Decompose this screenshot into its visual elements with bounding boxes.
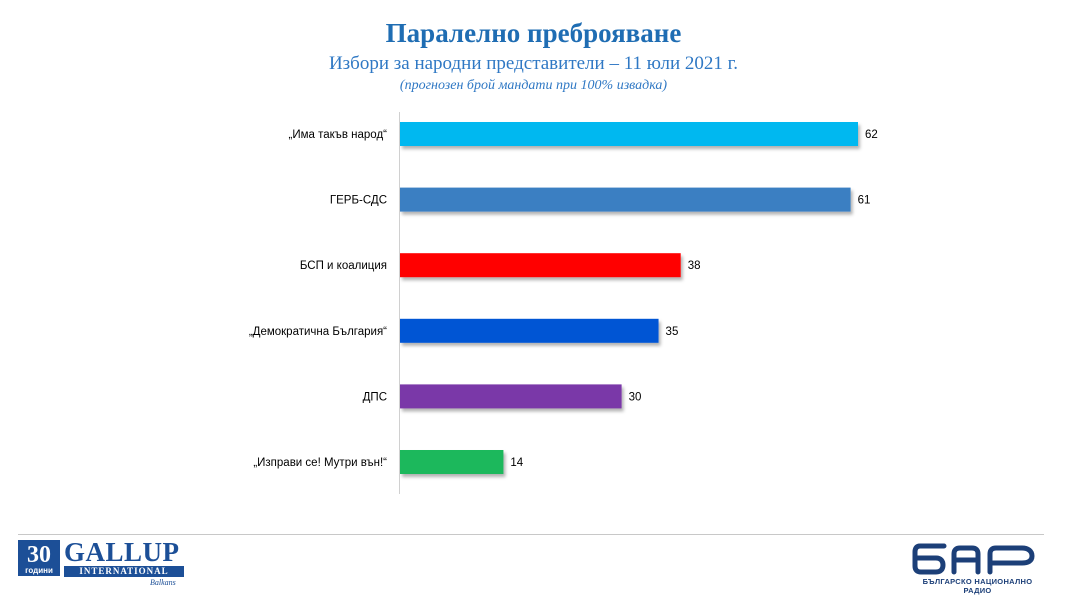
bar-1: [400, 122, 858, 146]
bar-5: [400, 384, 622, 409]
data-label-1: 62: [865, 129, 878, 141]
footer-divider: [18, 534, 1044, 535]
data-label-4: 35: [666, 326, 679, 338]
category-label-2: ГЕРБ-СДС: [330, 195, 387, 207]
chart-title: Паралелно преброяване: [385, 18, 682, 48]
gallup-international-label: INTERNATIONAL: [64, 566, 184, 577]
bnr-logo-icon: [912, 543, 1035, 575]
gallup-years-label: години: [25, 566, 53, 575]
category-label-6: „Изправи се! Мутри вън!“: [253, 457, 387, 469]
chart-note: (прогнозен брой мандати при 100% извадка…: [399, 78, 668, 93]
chart-subtitle: Избори за народни представители – 11 юли…: [328, 53, 739, 74]
bar-chart: „Има такъв народ“ 62 ГЕРБ-СДС 61 БСП и коали…: [249, 112, 878, 494]
data-label-5: 30: [629, 391, 642, 403]
data-label-3: 38: [688, 260, 701, 272]
bnr-caption: БЪЛГАРСКО НАЦИОНАЛНО РАДИО: [922, 577, 1033, 595]
gallup-logo: 30 години GALLUP INTERNATIONAL Balkans: [18, 537, 188, 588]
bar-2: [400, 187, 851, 212]
category-label-4: „Демократична България“: [249, 326, 387, 338]
gallup-wordmark: GALLUP: [64, 537, 180, 567]
bnr-logo: БЪЛГАРСКО НАЦИОНАЛНО РАДИО: [910, 540, 1050, 595]
bar-6: [400, 450, 504, 474]
bar-3: [400, 253, 681, 278]
category-label-1: „Има такъв народ“: [289, 129, 388, 141]
category-label-5: ДПС: [363, 391, 387, 403]
bar-4: [400, 318, 659, 343]
data-label-2: 61: [858, 195, 871, 207]
gallup-region-label: Balkans: [150, 578, 176, 587]
category-label-3: БСП и коалиция: [300, 260, 387, 272]
gallup-30-number: 30: [18, 540, 60, 576]
data-label-6: 14: [510, 457, 523, 469]
